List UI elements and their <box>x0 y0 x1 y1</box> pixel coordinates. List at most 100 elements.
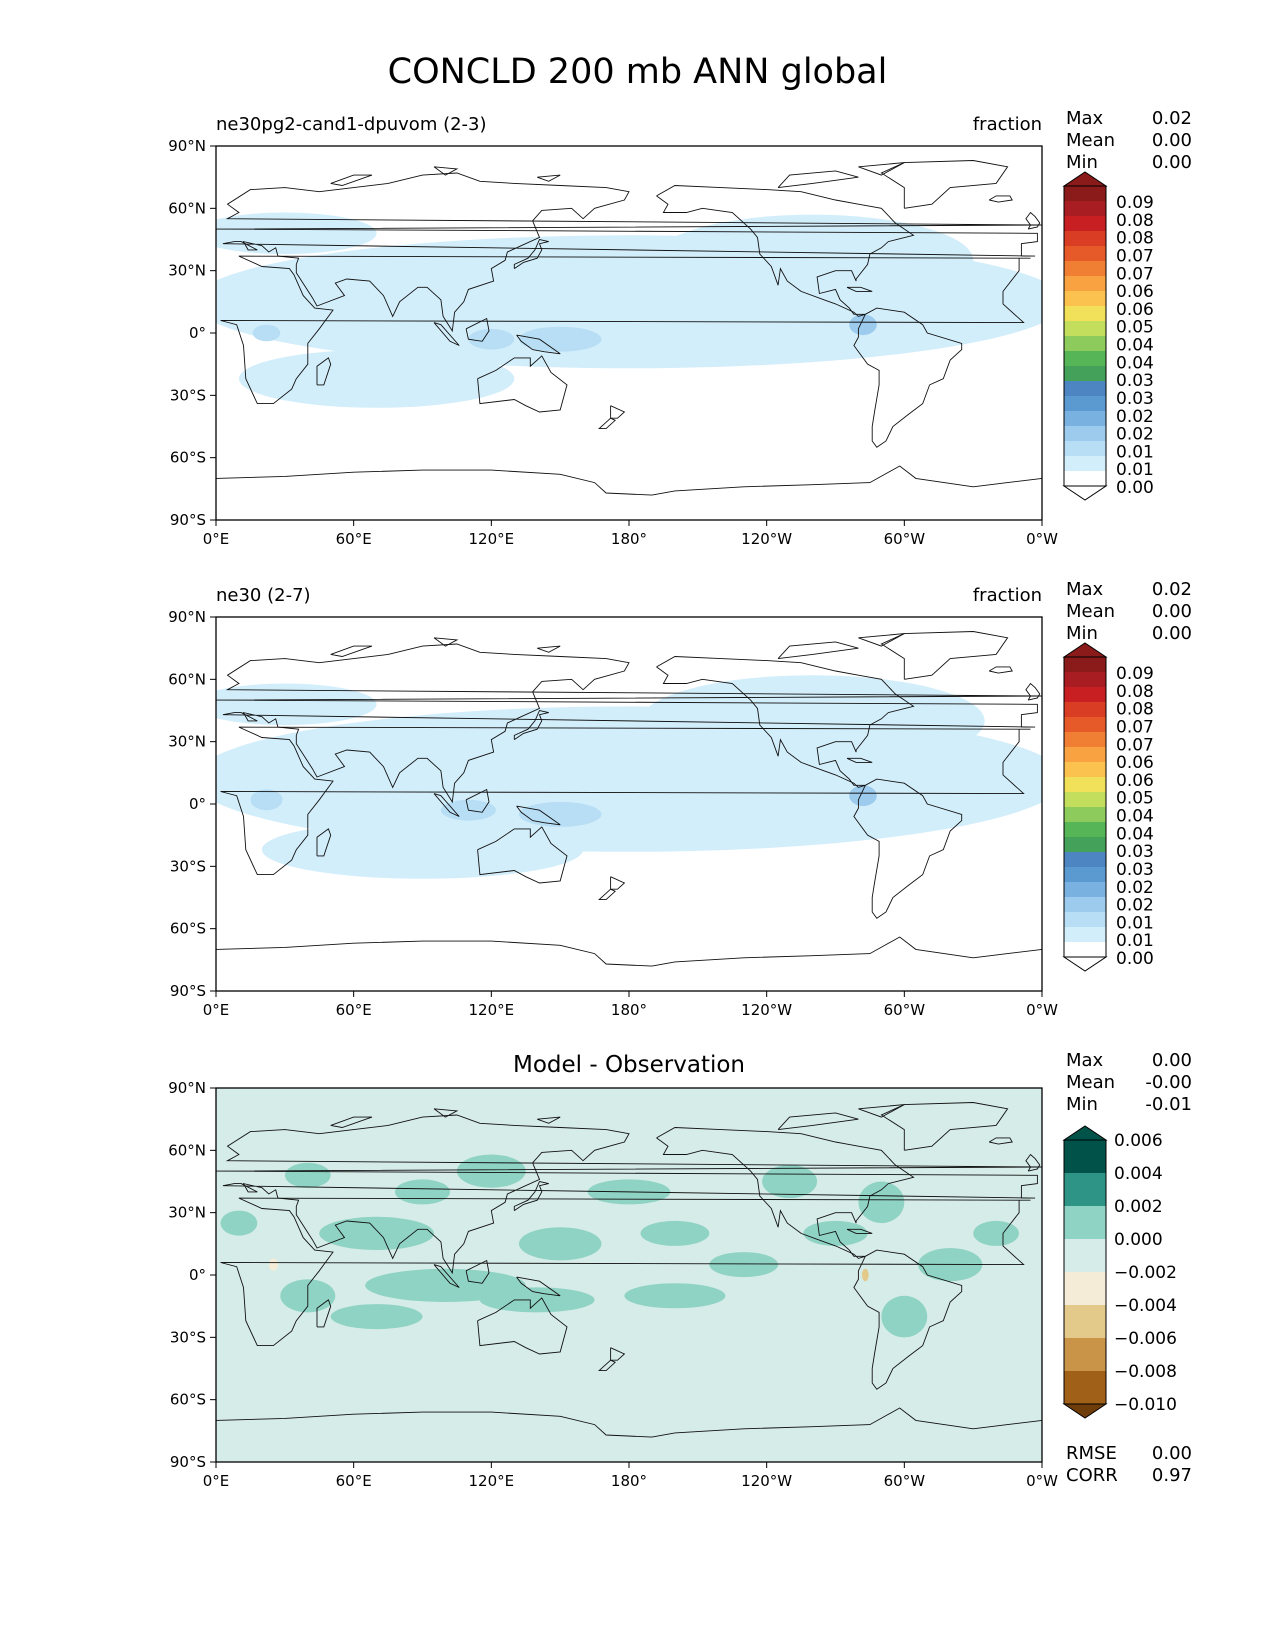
colorbar-segment <box>1064 321 1106 336</box>
colorbar-tick-label: −0.010 <box>1114 1395 1177 1415</box>
x-tick-label: 0°W <box>1026 530 1058 548</box>
coastline <box>988 666 1013 674</box>
colorbar-tick-label: 0.002 <box>1114 1197 1163 1217</box>
colorbar-segment <box>1064 276 1106 291</box>
map-body <box>216 617 1042 991</box>
x-tick-label: 0°E <box>203 1001 230 1019</box>
x-tick-label: 60°W <box>884 1472 926 1490</box>
colorbar-segment <box>1064 1173 1106 1206</box>
coastline <box>853 778 963 919</box>
coastline <box>216 172 1042 333</box>
coastline <box>220 726 1031 876</box>
colorbar-tick-label: −0.008 <box>1114 1362 1177 1382</box>
cloud-field-region <box>456 1154 526 1188</box>
colorbar-frame <box>1063 656 1107 958</box>
colorbar-segment <box>1064 366 1106 381</box>
coastline <box>880 1102 1009 1151</box>
colorbar-segment <box>1064 777 1106 792</box>
coastline <box>216 465 1042 496</box>
colorbar-segment <box>1064 381 1106 396</box>
colorbar-tick-label: 0.02 <box>1116 407 1154 427</box>
x-tick-label: 60°W <box>884 1001 926 1019</box>
x-tick-label: 120°W <box>741 1001 792 1019</box>
panel-units: fraction <box>972 585 1042 606</box>
coastline <box>880 631 1009 680</box>
stat-label: Min <box>1066 152 1098 173</box>
footer-stats: RMSE 0.00 CORR 0.97 <box>1066 1443 1192 1487</box>
colorbar-segment <box>1064 411 1106 426</box>
model-map-panel: ne30pg2-cand1-dpuvom (2-3) fraction Max 0… <box>0 108 1275 566</box>
x-tick-label: 60°E <box>336 1472 372 1490</box>
coastline <box>220 255 1031 405</box>
cloud-field-region <box>216 683 377 726</box>
colorbar-tick-label: 0.03 <box>1116 860 1154 880</box>
colorbar-tick-label: 0.02 <box>1116 896 1154 916</box>
colorbar-segment <box>1064 912 1106 927</box>
colorbar-tick-label: 0.03 <box>1116 371 1154 391</box>
stat-label: CORR <box>1066 1465 1118 1486</box>
map-background <box>216 1088 1042 1462</box>
cloud-field-region <box>518 801 602 827</box>
stat-label: Mean <box>1066 601 1116 622</box>
stats-box: Max 0.02 Mean 0.00 Min 0.00 <box>1066 108 1192 174</box>
colorbar-frame <box>1063 1139 1107 1405</box>
y-tick-label: 90°S <box>170 982 206 1000</box>
stats-box: Max 0.02 Mean 0.00 Min 0.00 <box>1066 579 1192 645</box>
colorbar-tick-label: 0.00 <box>1116 949 1154 969</box>
stat-value: 0.02 <box>1151 579 1192 600</box>
stat-value: -0.00 <box>1145 1072 1192 1093</box>
y-tick-label: 60°S <box>170 449 206 467</box>
x-tick-label: 120°E <box>469 530 515 548</box>
colorbar: 0.090.080.080.070.070.060.060.050.040.04… <box>1062 642 1154 972</box>
coastline <box>433 1264 460 1288</box>
coastline <box>1025 211 1041 230</box>
y-tick-label: 60°N <box>168 199 206 217</box>
stat-label: Mean <box>1066 1072 1116 1093</box>
coastline <box>656 185 915 317</box>
coastline <box>598 417 617 430</box>
coastline <box>216 1114 1042 1275</box>
coastline <box>330 174 373 186</box>
coastline <box>516 805 561 826</box>
colorbar-tick-label: 0.09 <box>1116 664 1154 684</box>
y-tick-label: 90°S <box>170 511 206 529</box>
x-tick-label: 60°E <box>336 530 372 548</box>
colorbar-segment <box>1064 897 1106 912</box>
stat-value: 0.00 <box>1151 1443 1192 1464</box>
cloud-field-region <box>861 1268 869 1282</box>
field-layer <box>216 212 1042 408</box>
y-tick-label: 90°N <box>168 1079 206 1097</box>
colorbar-tick-label: 0.07 <box>1116 246 1154 266</box>
colorbar-extend-min <box>1062 485 1108 501</box>
stat-label: RMSE <box>1066 1443 1117 1464</box>
colorbar-segment <box>1064 216 1106 231</box>
stat-value: -0.01 <box>1145 1094 1192 1115</box>
colorbar-segment <box>1064 291 1106 306</box>
coastline <box>610 1347 626 1361</box>
x-tick-label: 0°E <box>203 1472 230 1490</box>
cloud-field-region <box>518 326 602 352</box>
colorbar-segment <box>1064 201 1106 216</box>
map-body <box>216 1088 1042 1462</box>
coastline <box>656 1127 915 1259</box>
y-tick-label: 0° <box>189 324 206 342</box>
colorbar-tick-label: 0.01 <box>1116 442 1154 462</box>
cloud-field-region <box>973 1220 1019 1246</box>
cloud-field-region <box>640 1220 710 1246</box>
colorbar-segment <box>1064 471 1106 486</box>
colorbar-segment <box>1064 807 1106 822</box>
colorbar-tick-label: 0.08 <box>1116 700 1154 720</box>
x-tick-label: 0°E <box>203 530 230 548</box>
colorbar-segment <box>1064 1338 1106 1371</box>
colorbar-tick-label: −0.002 <box>1114 1263 1177 1283</box>
coastline <box>516 1276 561 1297</box>
colorbar-segment <box>1064 927 1106 942</box>
colorbar-segment <box>1064 456 1106 471</box>
colorbar-tick-label: 0.09 <box>1116 193 1154 213</box>
colorbar-segment <box>1064 231 1106 246</box>
x-tick-label: 120°W <box>741 1472 792 1490</box>
coastline <box>880 160 1009 209</box>
coastline <box>316 1299 332 1328</box>
colorbar-extend-min <box>1062 956 1108 972</box>
coastline <box>777 641 859 660</box>
